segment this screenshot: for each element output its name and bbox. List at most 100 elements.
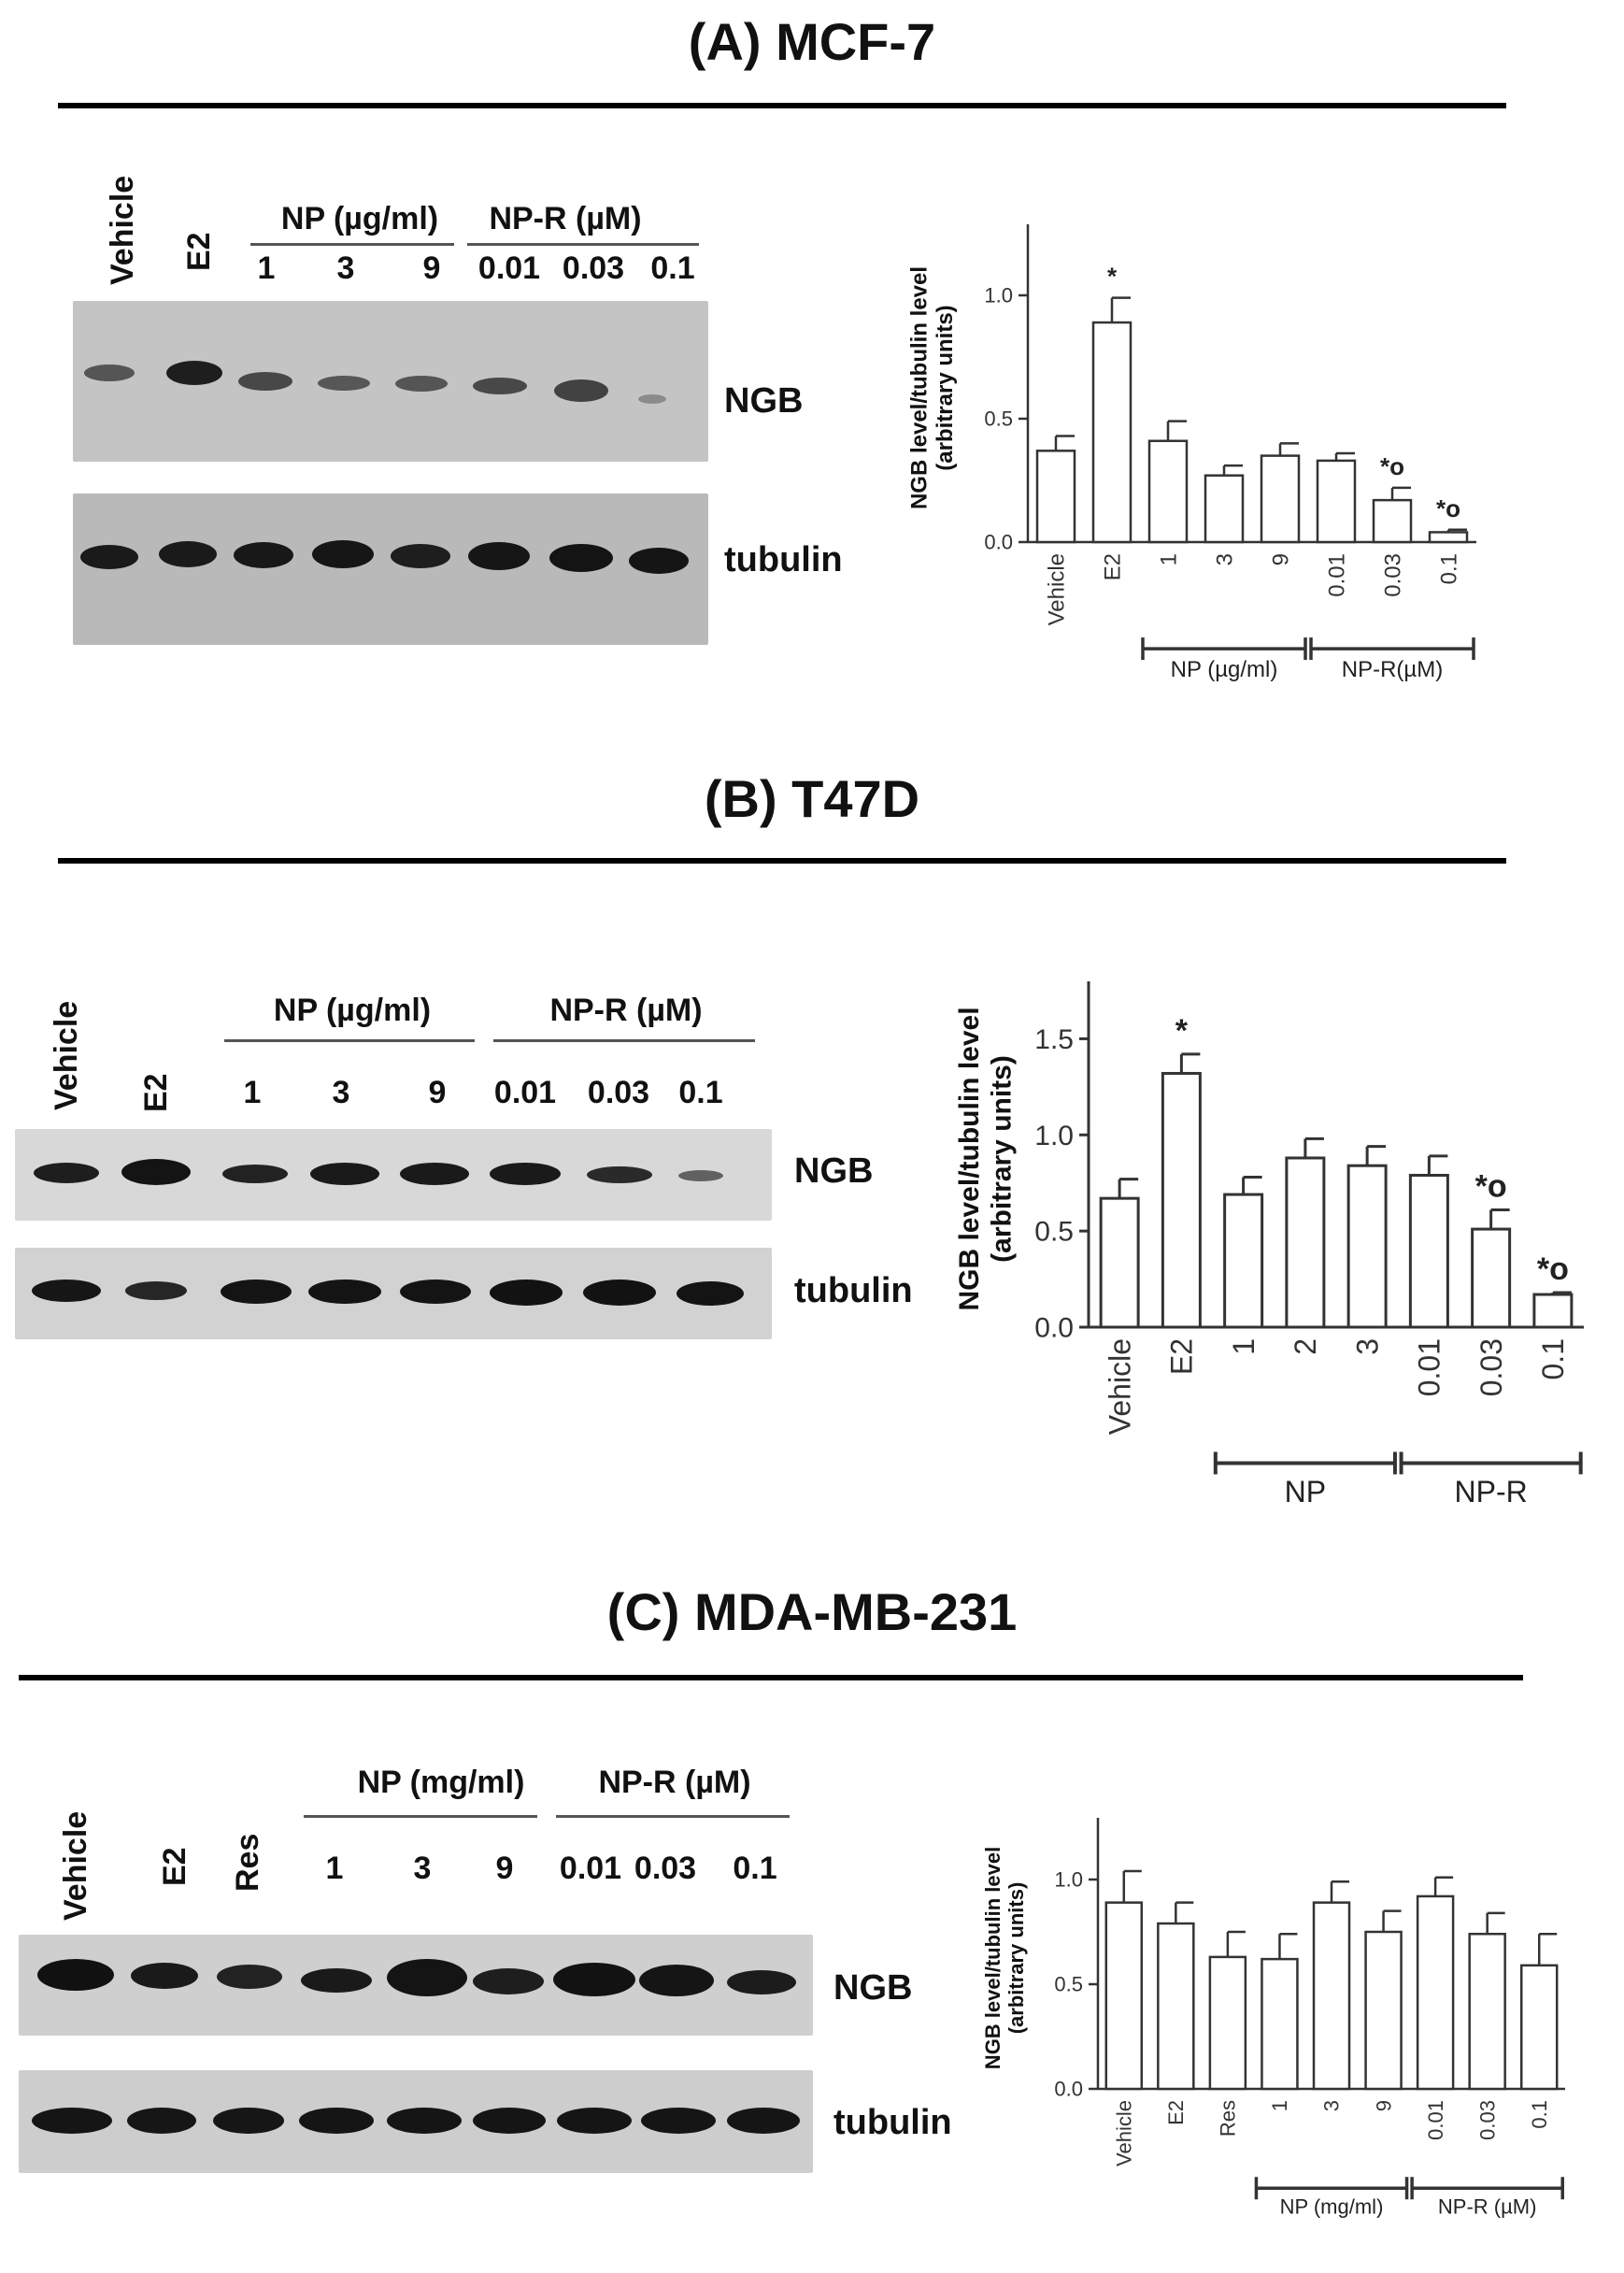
significance-marker: *: [1107, 263, 1118, 291]
y-tick-label: 1.0: [1054, 1868, 1083, 1892]
blot-band: [213, 2108, 284, 2134]
blot-band: [159, 541, 217, 567]
lane-label: 0.03: [562, 250, 625, 286]
lane-label: 3: [413, 1851, 432, 1886]
x-tick-label: Vehicle: [1112, 2100, 1135, 2166]
blot-band: [641, 2108, 716, 2134]
x-tick-label-group: Vehicle: [1103, 1338, 1136, 1435]
bar: [1161, 1071, 1202, 1329]
bar: [1346, 1164, 1388, 1329]
bar: [1035, 450, 1076, 544]
blot-band: [32, 2108, 112, 2134]
blot-group-label: NP-R (µM): [549, 993, 703, 1028]
x-tick-label-group: 0.03: [1474, 1338, 1508, 1396]
panel-title: (B) T47D: [704, 769, 920, 828]
blot-group-line: [493, 1039, 755, 1042]
x-tick-label-group: 0.01: [1413, 1338, 1446, 1396]
blot-band: [583, 1279, 656, 1306]
y-tick-label: 1.0: [984, 284, 1013, 307]
tubulin-blot-image: [73, 493, 708, 645]
blot-band: [553, 1963, 635, 1996]
bar: [1316, 459, 1357, 544]
blot-band: [727, 2108, 800, 2134]
panel-title: (C) MDA-MB-231: [606, 1582, 1018, 1641]
x-tick-label: 1: [1268, 2100, 1291, 2111]
bar: [1260, 454, 1301, 544]
x-tick-label-group: 9: [1268, 553, 1293, 565]
blot-band: [678, 1170, 723, 1181]
x-tick-label: 0.03: [1380, 553, 1405, 597]
blot-band: [238, 372, 292, 391]
x-tick-label-group: Vehicle: [1044, 553, 1069, 625]
x-tick-label-group: 3: [1350, 1338, 1384, 1355]
x-tick-label: 0.1: [1536, 1338, 1570, 1380]
blot-band: [387, 2108, 462, 2134]
panel-b: (B) T47D Vehicle E2 NP (µg/ml) NP-R (µM)…: [0, 748, 1624, 1523]
bar: [1468, 1932, 1506, 2091]
blot-group-line: [224, 1039, 475, 1042]
x-tick-label: 9: [1372, 2100, 1395, 2111]
bar: [1532, 1293, 1574, 1329]
panel-divider: [58, 858, 1506, 864]
lane-label: 9: [422, 250, 441, 286]
y-tick-label: 0.0: [984, 531, 1013, 554]
bar: [1312, 1901, 1351, 2091]
x-tick-label: Vehicle: [1044, 553, 1069, 625]
blot-row-label: tubulin: [833, 2103, 952, 2142]
x-tick-label: Res: [1217, 2100, 1240, 2137]
blot-group-label: NP-R (µM): [598, 1765, 751, 1800]
y-tick-label: 0.5: [1034, 1217, 1074, 1248]
y-axis-title-line: NGB level/tubulin level: [907, 266, 933, 509]
blot-row-label: NGB: [833, 1968, 913, 2008]
x-tick-label: 0.1: [1528, 2100, 1551, 2129]
x-tick-label-group: 0.03: [1475, 2100, 1499, 2140]
bar: [1208, 1955, 1247, 2091]
y-tick-label: 0.5: [1054, 1973, 1083, 1996]
x-tick-label-group: 0.03: [1380, 553, 1405, 597]
blot-band: [391, 544, 450, 568]
significance-marker: *o: [1380, 452, 1404, 480]
y-axis-title-line: (arbitrary units): [987, 1055, 1018, 1263]
blot-group-line: [304, 1815, 537, 1818]
x-tick-label: E2: [1100, 553, 1125, 580]
x-tick-label: 0.01: [1324, 553, 1349, 597]
bar: [1408, 1173, 1449, 1329]
panel-divider: [58, 103, 1506, 108]
bar: [1364, 1930, 1403, 2091]
blot-band: [131, 1963, 198, 1989]
blot-band: [639, 1965, 714, 1996]
blot-row-label: NGB: [724, 381, 804, 421]
group-label: NP-R: [1455, 1475, 1528, 1505]
group-label: NP-R (µM): [1438, 2195, 1537, 2219]
x-tick-label: 1: [1227, 1338, 1261, 1355]
significance-marker: *o: [1537, 1251, 1569, 1287]
x-tick-label: 0.01: [1424, 2100, 1447, 2140]
lane-label: 9: [428, 1075, 447, 1110]
lane-label: Vehicle: [105, 175, 140, 285]
bar: [1204, 474, 1245, 544]
x-tick-label: Vehicle: [1103, 1338, 1136, 1435]
x-tick-label-group: 1: [1268, 2100, 1291, 2111]
x-tick-label-group: Res: [1217, 2100, 1240, 2137]
y-axis-title-line: (arbitrary units): [1004, 1882, 1028, 2035]
blot-band: [473, 378, 527, 394]
blot-band: [554, 379, 608, 402]
bar: [1261, 1957, 1299, 2091]
significance-marker: *o: [1436, 494, 1460, 522]
group-label: NP (µg/ml): [1171, 657, 1278, 682]
blot-band: [629, 548, 689, 574]
y-tick-label: 0.0: [1034, 1313, 1074, 1344]
blot-band: [638, 394, 666, 404]
blot-band: [677, 1281, 744, 1306]
bar: [1428, 531, 1469, 544]
blot-band: [587, 1166, 652, 1183]
blot-band: [395, 376, 448, 392]
ngb-blot-image: [15, 1129, 772, 1221]
lane-label: 0.1: [650, 250, 695, 286]
blot-band: [221, 1279, 292, 1304]
lane-label: Vehicle: [58, 1810, 93, 1921]
blot-group-line: [556, 1815, 790, 1818]
significance-marker: *: [1175, 1013, 1189, 1049]
blot-band: [299, 2108, 374, 2134]
y-tick-label: 1.5: [1034, 1024, 1074, 1055]
